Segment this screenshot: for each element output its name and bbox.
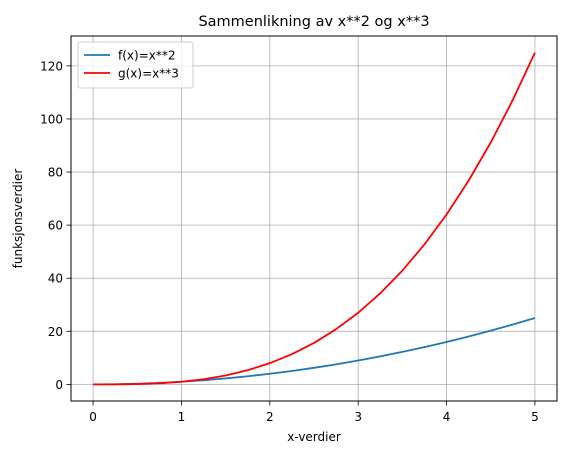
x-tick-label: 5 — [531, 410, 539, 424]
legend: f(x)=x**2 g(x)=x**3 — [77, 41, 194, 89]
series-layer — [93, 52, 536, 386]
y-axis-label: funksjonsverdier — [11, 169, 25, 269]
series-line-g — [93, 52, 536, 386]
y-tick-label: 20 — [48, 325, 63, 339]
x-tick-label: 4 — [443, 410, 451, 424]
grid — [71, 36, 557, 401]
ticks: 0 1 2 3 4 5 0 20 40 60 80 100 120 — [40, 59, 539, 424]
y-tick-label: 100 — [40, 112, 63, 126]
legend-label-f: f(x)=x**2 — [118, 49, 175, 63]
y-tick-label: 80 — [48, 166, 63, 180]
x-axis-label: x-verdier — [287, 430, 341, 444]
x-tick-label: 3 — [354, 410, 362, 424]
y-tick-label: 60 — [48, 219, 63, 233]
y-tick-label: 120 — [40, 59, 63, 73]
y-tick-label: 40 — [48, 272, 63, 286]
legend-label-g: g(x)=x**3 — [118, 67, 179, 81]
x-tick-label: 1 — [178, 410, 186, 424]
y-tick-label: 0 — [55, 378, 63, 392]
axes-frame — [70, 35, 558, 402]
x-tick-label: 0 — [89, 410, 97, 424]
x-tick-label: 2 — [266, 410, 274, 424]
legend-box — [77, 41, 194, 89]
chart-title: Sammenlikning av x**2 og x**3 — [198, 14, 429, 30]
